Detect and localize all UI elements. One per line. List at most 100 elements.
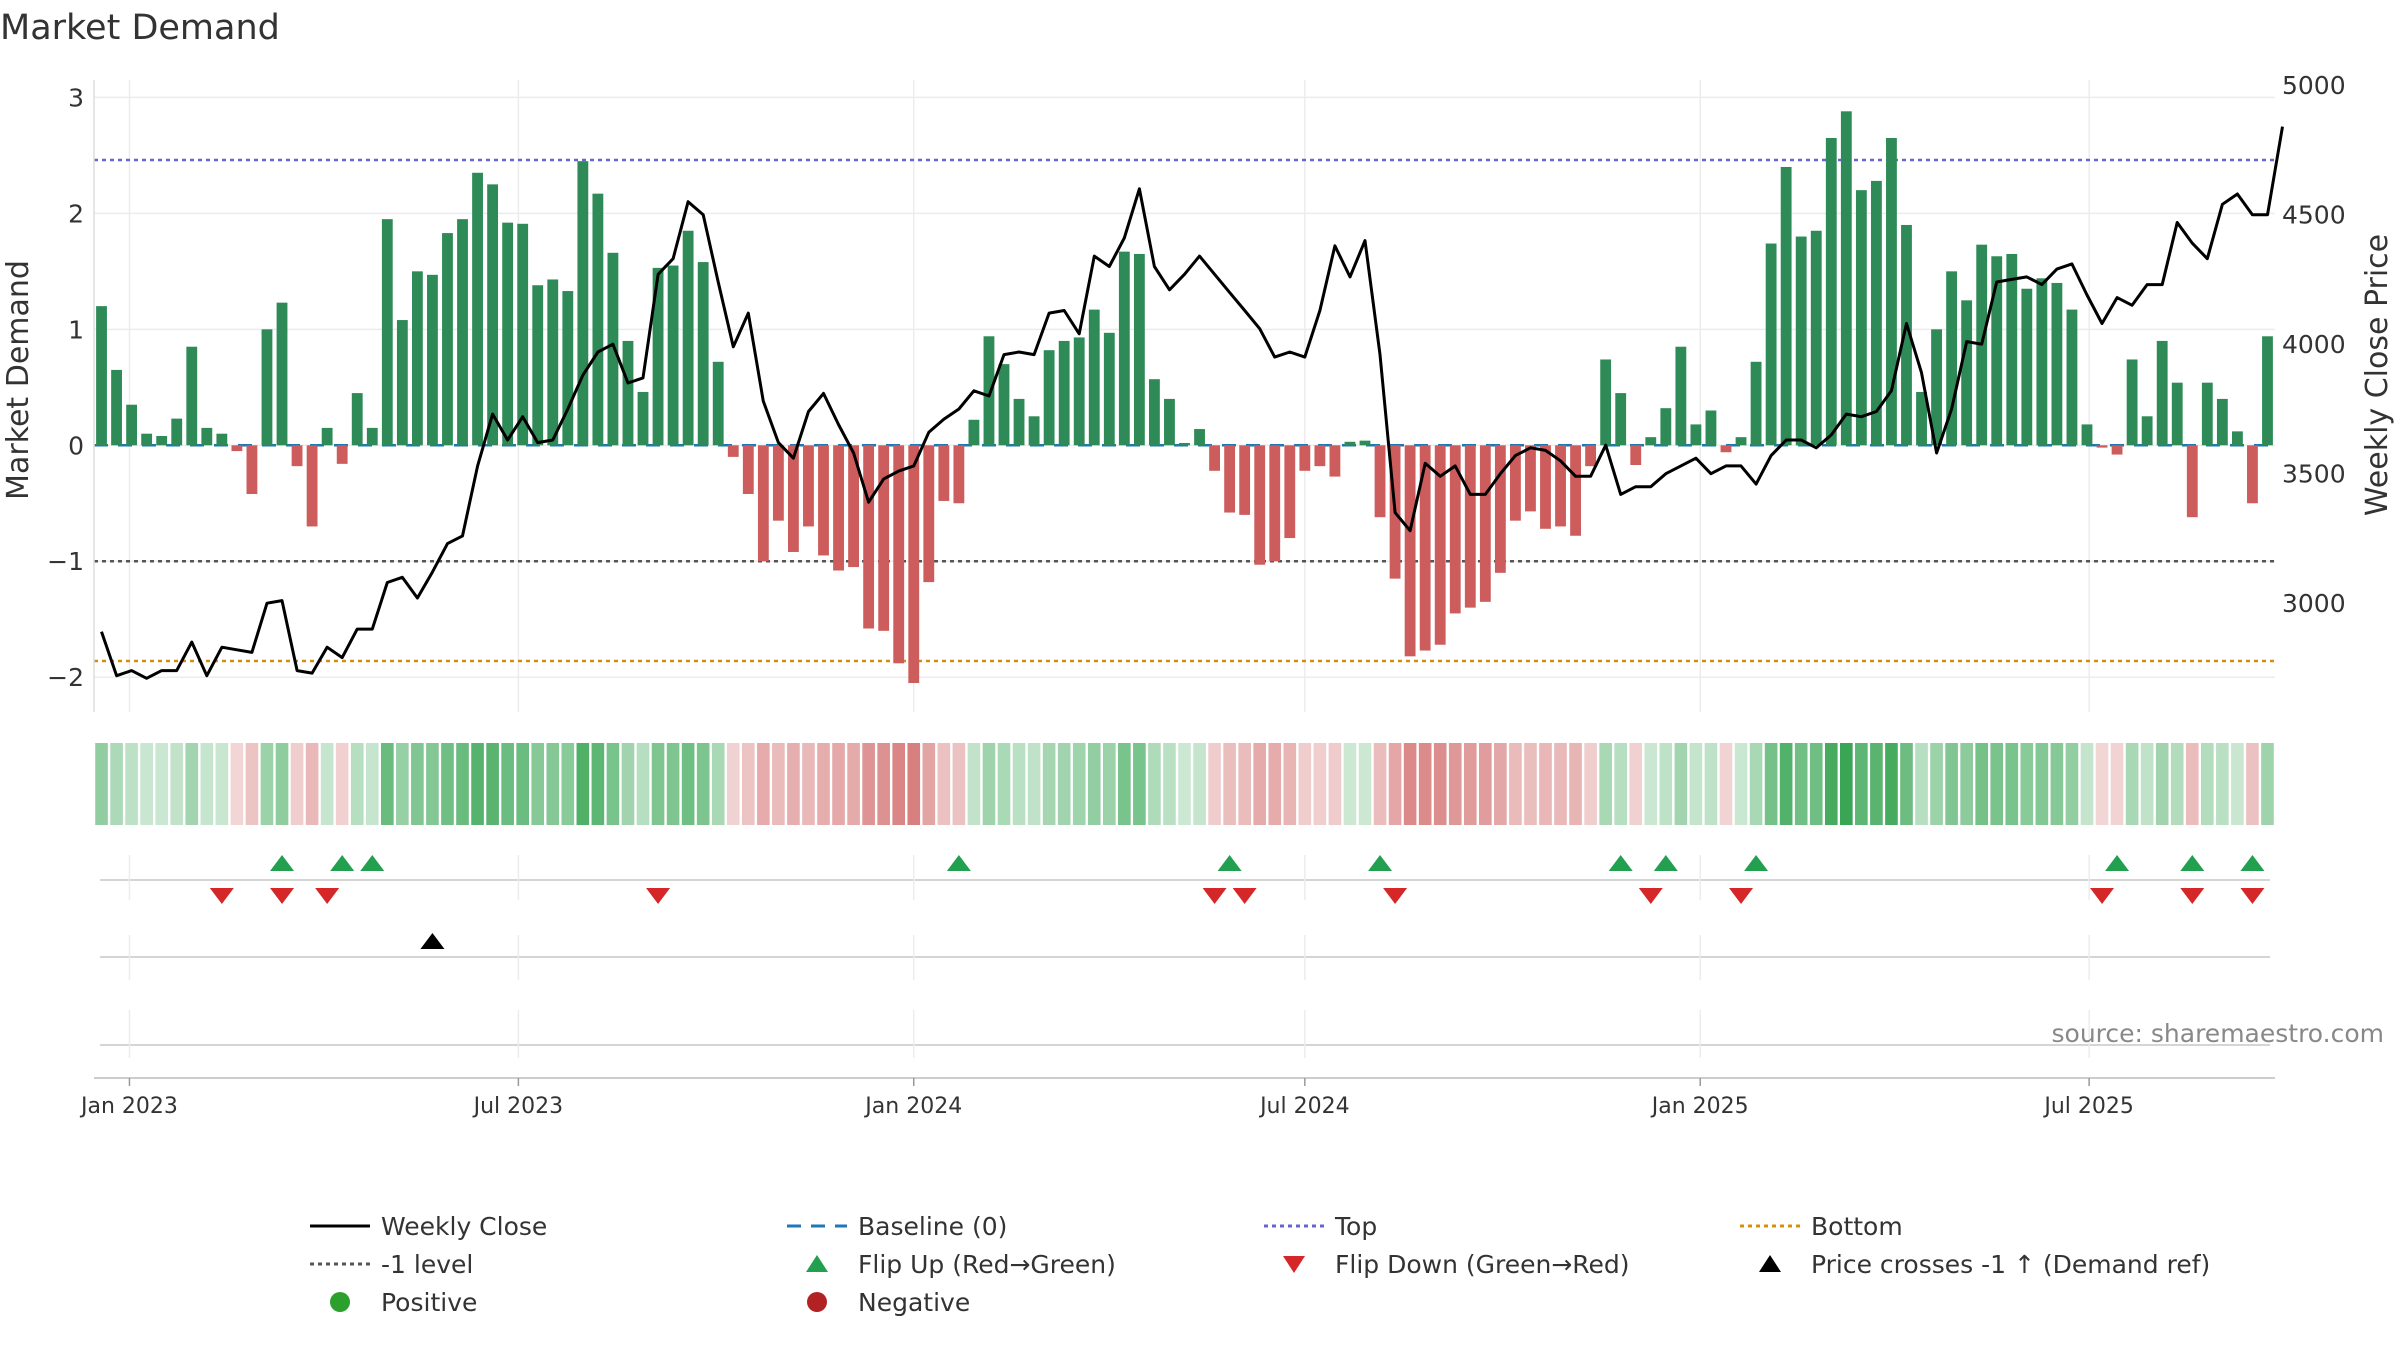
demand-bar bbox=[1555, 445, 1566, 527]
demand-bar bbox=[2156, 340, 2168, 446]
heat-cell bbox=[531, 743, 545, 825]
demand-bar bbox=[1239, 445, 1251, 515]
heat-cell bbox=[561, 743, 575, 825]
demand-bar bbox=[1585, 445, 1597, 467]
heat-cell bbox=[1042, 743, 1056, 825]
heat-cell bbox=[892, 743, 906, 825]
demand-bar bbox=[1118, 251, 1130, 446]
heat-cell bbox=[1178, 743, 1191, 825]
flip-up-marker bbox=[2240, 855, 2265, 871]
demand-bar bbox=[201, 427, 213, 446]
heat-cell bbox=[305, 743, 319, 825]
y-right-tick-label: 3500 bbox=[2282, 460, 2346, 489]
flip-down-marker bbox=[1232, 888, 1257, 904]
demand-bar bbox=[742, 445, 754, 494]
heat-cell bbox=[396, 743, 409, 825]
heat-cell bbox=[155, 743, 169, 825]
heat-cell bbox=[1283, 743, 1297, 825]
heat-cell bbox=[2246, 743, 2259, 825]
heat-cell bbox=[1539, 743, 1552, 825]
heat-cell bbox=[952, 743, 966, 825]
demand-bar bbox=[803, 445, 814, 527]
y-left-tick-label: −1 bbox=[47, 547, 84, 576]
heat-cell bbox=[2155, 743, 2169, 825]
y-left-tick-label: 0 bbox=[68, 431, 84, 460]
legend-item: Positive bbox=[330, 1288, 477, 1317]
heat-cell bbox=[1779, 743, 1793, 825]
demand-bar bbox=[968, 419, 980, 446]
heat-cell bbox=[681, 743, 695, 825]
y-left-tick-label: 2 bbox=[68, 199, 84, 228]
demand-bar bbox=[216, 433, 228, 446]
demand-bar bbox=[1810, 230, 1822, 446]
demand-bar bbox=[652, 267, 664, 446]
heat-cell bbox=[140, 743, 153, 825]
legend-label: Negative bbox=[858, 1288, 970, 1317]
heat-cell bbox=[1764, 743, 1778, 825]
demand-bar bbox=[1449, 445, 1461, 614]
flip-up-marker bbox=[1653, 855, 1678, 871]
heat-cell bbox=[1794, 743, 1808, 825]
legend-label: Price crosses -1 ↑ (Demand ref) bbox=[1811, 1250, 2210, 1279]
demand-bar bbox=[1780, 166, 1792, 446]
demand-bar bbox=[1931, 329, 1942, 446]
heat-cell bbox=[1855, 743, 1868, 825]
demand-bar bbox=[1720, 445, 1732, 453]
heat-cell bbox=[1569, 743, 1582, 825]
demand-bar bbox=[1254, 445, 1266, 565]
heat-cell bbox=[711, 743, 725, 825]
heat-cell bbox=[1674, 743, 1688, 825]
heat-cell bbox=[2065, 743, 2079, 825]
demand-bar bbox=[1103, 332, 1115, 446]
x-tick-label: Jul 2025 bbox=[2042, 1094, 2134, 1119]
demand-bar bbox=[682, 230, 694, 446]
demand-bar bbox=[1434, 445, 1446, 645]
demand-bar bbox=[502, 222, 514, 446]
demand-bar bbox=[818, 445, 829, 556]
heat-cell bbox=[1358, 743, 1372, 825]
legend-label: Weekly Close bbox=[381, 1212, 547, 1241]
heat-cell bbox=[741, 743, 755, 825]
heat-cell bbox=[1343, 743, 1357, 825]
demand-bar bbox=[1901, 224, 1912, 446]
heat-cell bbox=[1163, 743, 1176, 825]
heat-cell bbox=[772, 743, 785, 825]
demand-bar bbox=[1600, 359, 1612, 446]
heat-cell bbox=[1238, 743, 1251, 825]
demand-bar bbox=[1660, 408, 1672, 446]
heat-cell bbox=[1704, 743, 1718, 825]
demand-bar bbox=[1013, 398, 1025, 446]
heat-cell bbox=[2020, 743, 2034, 825]
heat-cell bbox=[2095, 743, 2109, 825]
flip-down-marker bbox=[1638, 888, 1663, 904]
heat-cell bbox=[1403, 743, 1417, 825]
demand-bar bbox=[2096, 445, 2108, 448]
demand-bar bbox=[2216, 398, 2228, 446]
heat-cell bbox=[471, 743, 484, 825]
heat-cell bbox=[1388, 743, 1402, 825]
heat-cell bbox=[1118, 743, 1131, 825]
heat-cell bbox=[1479, 743, 1492, 825]
demand-bar bbox=[1374, 445, 1386, 518]
demand-bar bbox=[2141, 416, 2153, 446]
demand-bar bbox=[577, 161, 589, 446]
heat-cell bbox=[1975, 743, 1989, 825]
heat-cell bbox=[1087, 743, 1101, 825]
demand-bar bbox=[487, 184, 499, 446]
heat-cell bbox=[1734, 743, 1748, 825]
flip-up-marker bbox=[270, 855, 295, 871]
demand-bar bbox=[592, 193, 604, 446]
demand-bar bbox=[983, 336, 995, 446]
demand-bar bbox=[1840, 111, 1852, 446]
demand-bar bbox=[712, 361, 724, 446]
demand-bar bbox=[848, 445, 860, 568]
demand-bar bbox=[2066, 309, 2078, 446]
chart-title: Market Demand bbox=[0, 8, 280, 48]
demand-bar bbox=[1735, 437, 1747, 446]
heat-cell bbox=[787, 743, 800, 825]
heat-cell bbox=[2035, 743, 2049, 825]
demand-bar bbox=[1991, 256, 2003, 446]
heat-cell bbox=[862, 743, 875, 825]
legend-swatch bbox=[807, 1292, 827, 1312]
heat-cell bbox=[2261, 743, 2274, 825]
